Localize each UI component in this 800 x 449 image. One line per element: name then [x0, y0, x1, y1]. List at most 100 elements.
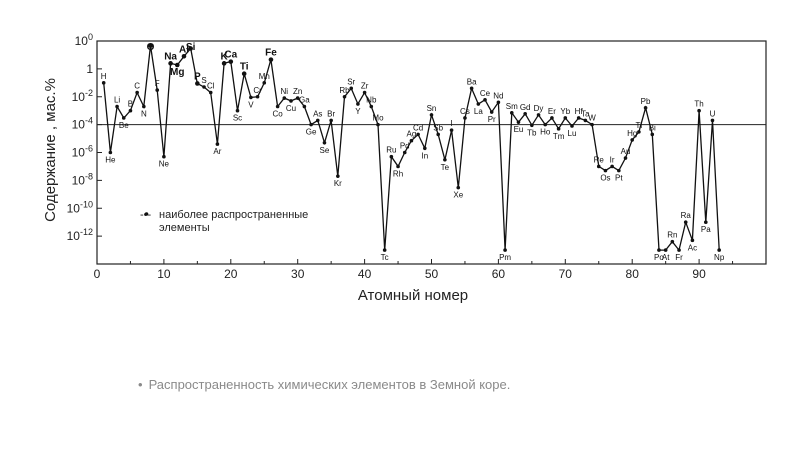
- data-point-s: [202, 85, 206, 89]
- data-point-cu: [289, 99, 293, 103]
- element-label-ho: Ho: [540, 128, 551, 137]
- element-label-nd: Nd: [493, 91, 503, 100]
- element-label-rh: Rh: [393, 169, 403, 178]
- y-tick-label: 10-4: [72, 116, 93, 132]
- data-point-tm: [556, 127, 561, 131]
- element-label-rb: Rb: [339, 86, 350, 95]
- x-tick-label: 30: [291, 267, 305, 281]
- element-label-re: Re: [594, 155, 605, 164]
- data-point-te: [443, 157, 447, 162]
- element-label-ti: Ti: [240, 62, 249, 73]
- data-point-zn: [295, 96, 300, 100]
- element-label-y: Y: [355, 107, 361, 116]
- data-point-ca: [228, 59, 234, 64]
- element-label-ga: Ga: [299, 95, 310, 104]
- data-point-nb: [369, 104, 374, 109]
- data-point-fe: [268, 57, 274, 62]
- slide-caption: • Распространенность химических элементов…: [138, 377, 510, 392]
- data-point-ru: [389, 154, 394, 159]
- element-label-b: B: [128, 100, 133, 109]
- element-label-te: Te: [441, 163, 450, 172]
- data-point-ge: [309, 122, 313, 127]
- data-point-si: [188, 46, 193, 51]
- caption-bullet: •: [138, 377, 143, 392]
- element-label-pb: Pb: [641, 97, 651, 106]
- element-label-k: K: [220, 51, 228, 62]
- element-label-hg: Hg: [627, 129, 637, 138]
- element-label-zr: Zr: [361, 82, 369, 91]
- data-point-yb: [563, 116, 568, 120]
- data-point-se: [322, 140, 327, 145]
- element-label-tc: Tc: [381, 253, 389, 262]
- data-point-p: [195, 81, 200, 86]
- element-label-sc: Sc: [233, 114, 242, 123]
- data-point-mn: [262, 81, 267, 85]
- element-label-tl: Tl: [636, 121, 643, 130]
- data-point-ag: [409, 138, 414, 143]
- element-label-se: Se: [320, 146, 330, 155]
- element-label-eu: Eu: [514, 125, 524, 134]
- data-point-cr: [255, 94, 260, 99]
- y-tick-label: 10-10: [67, 199, 93, 215]
- data-point-he: [108, 150, 113, 155]
- y-axis-ticks: 100 1 10-2 10-4 10-6 10-8 10-10 10-12: [67, 32, 102, 243]
- data-point-as: [315, 118, 320, 123]
- element-label-lu: Lu: [568, 129, 577, 138]
- data-point-mg: [174, 62, 180, 68]
- element-label-cs: Cs: [460, 107, 470, 116]
- element-label-sn: Sn: [427, 104, 437, 113]
- element-label-ge: Ge: [306, 128, 317, 137]
- element-label-pd: Pd: [400, 142, 410, 151]
- element-label-p: P: [194, 71, 201, 82]
- element-label-dy: Dy: [534, 104, 544, 113]
- data-point-po: [657, 248, 661, 252]
- data-point-k: [221, 61, 227, 66]
- element-label-ru: Ru: [386, 146, 396, 155]
- data-point-sc: [235, 108, 240, 113]
- data-point-sm: [509, 111, 514, 115]
- data-point-w: [590, 122, 594, 127]
- data-point-hf: [576, 116, 581, 120]
- data-point-au: [623, 156, 628, 160]
- data-point-na: [168, 61, 173, 66]
- data-point-b: [128, 108, 133, 113]
- data-point-cd: [416, 132, 420, 137]
- element-label-sm: Sm: [506, 102, 518, 111]
- data-point-sn: [429, 113, 434, 117]
- x-tick-label: 70: [559, 267, 573, 281]
- legend-marker: [144, 212, 149, 216]
- element-label-o: O: [147, 42, 155, 53]
- element-label-fe: Fe: [265, 48, 277, 59]
- y-axis-title: Содержание , мас.%: [42, 78, 59, 222]
- data-point-os: [603, 168, 608, 173]
- element-label-al: Al: [179, 44, 189, 55]
- element-label-fr: Fr: [675, 253, 683, 262]
- data-point-in: [423, 146, 427, 151]
- element-label-ir: Ir: [610, 155, 615, 164]
- element-label-ar: Ar: [213, 147, 221, 156]
- data-point-la: [476, 102, 481, 106]
- data-point-np: [717, 248, 721, 252]
- element-label-v: V: [248, 100, 254, 109]
- element-label-s: S: [201, 76, 206, 85]
- element-label-er: Er: [548, 107, 556, 116]
- element-label-os: Os: [600, 174, 610, 183]
- data-point-sr: [349, 86, 354, 91]
- data-point-v: [249, 95, 253, 100]
- element-label-na: Na: [164, 51, 177, 62]
- data-point-gd: [523, 111, 527, 116]
- data-point-i: [449, 128, 454, 132]
- element-label-bi: Bi: [649, 123, 656, 132]
- data-point-rb: [342, 94, 347, 99]
- data-point-pa: [703, 220, 708, 224]
- data-point-ne: [162, 154, 166, 159]
- element-label-co: Co: [273, 109, 284, 118]
- x-tick-label: 0: [94, 267, 101, 281]
- y-tick-label: 10-12: [67, 227, 93, 243]
- element-label-n: N: [141, 109, 147, 118]
- data-point-sb: [436, 132, 440, 137]
- data-point-co: [275, 104, 280, 109]
- data-point-pd: [402, 150, 407, 155]
- data-point-bi: [650, 132, 655, 137]
